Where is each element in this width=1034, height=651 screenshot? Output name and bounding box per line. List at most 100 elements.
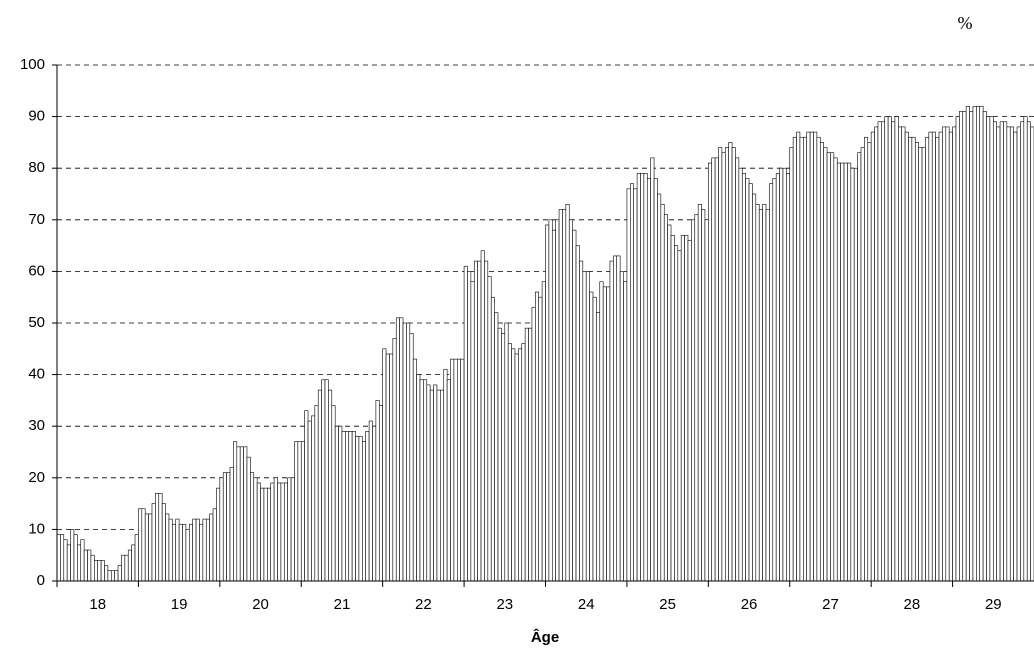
bar (467, 271, 472, 582)
bar (772, 178, 777, 582)
x-tick-label: 27 (822, 596, 839, 613)
y-tick-label: 50 (28, 314, 45, 331)
bar (782, 167, 787, 582)
bar (1009, 126, 1014, 582)
bar (850, 167, 855, 582)
bar (429, 389, 434, 582)
bar (572, 229, 577, 582)
bar (100, 560, 105, 582)
bar (250, 472, 255, 582)
bar (548, 219, 553, 582)
y-tick-label: 10 (28, 520, 45, 537)
bar (243, 446, 248, 582)
bar (646, 178, 651, 582)
bar (494, 312, 499, 582)
bar (589, 291, 594, 582)
bar (779, 167, 784, 582)
bar (870, 131, 875, 582)
bar (195, 518, 200, 582)
bar (277, 482, 282, 582)
bar (263, 487, 268, 582)
bar (575, 245, 580, 582)
bar (660, 204, 665, 582)
bar (178, 523, 183, 582)
bar (436, 389, 441, 582)
bar (836, 162, 841, 582)
bar (630, 183, 635, 582)
bar (182, 523, 187, 582)
bar (212, 508, 217, 582)
bar (877, 121, 882, 582)
bar (819, 142, 824, 582)
bar (97, 560, 102, 582)
bar (938, 131, 943, 582)
bar (382, 348, 387, 582)
bar (484, 260, 489, 582)
bar (524, 327, 529, 582)
bar (1016, 126, 1021, 582)
bar (969, 111, 974, 582)
bar (999, 121, 1004, 582)
bar (535, 291, 540, 582)
bar (507, 343, 512, 582)
x-axis-label: Âge (531, 628, 559, 646)
bar (948, 131, 953, 582)
bar (151, 503, 156, 582)
bar (107, 570, 112, 582)
bar (222, 472, 227, 582)
bar (762, 204, 767, 582)
bar (399, 317, 404, 582)
bar (555, 219, 560, 582)
bar (70, 529, 75, 582)
bar (738, 167, 743, 582)
bar (1026, 121, 1031, 582)
bar (959, 111, 964, 582)
bar (473, 260, 478, 582)
bar (124, 554, 129, 582)
bar (423, 379, 428, 582)
bar (582, 271, 587, 582)
bar (813, 131, 818, 582)
bar (372, 425, 377, 582)
y-tick-label: 40 (28, 366, 45, 383)
bar (684, 234, 689, 582)
y-tick-label: 90 (28, 108, 45, 125)
bar (596, 312, 601, 582)
bar (633, 188, 638, 582)
bar (809, 131, 814, 582)
bar (141, 508, 146, 582)
bar (853, 167, 858, 582)
bar (541, 281, 546, 582)
bar (443, 369, 448, 582)
bar (267, 487, 272, 582)
bar (307, 420, 312, 582)
bar (168, 518, 173, 582)
bar (731, 147, 736, 582)
x-tick-label: 28 (904, 596, 921, 613)
bar (127, 549, 132, 582)
bar (216, 487, 221, 582)
bar (253, 477, 258, 582)
bar (138, 508, 143, 582)
bar (226, 472, 231, 582)
bar (351, 431, 356, 582)
bar (426, 384, 431, 582)
bar (260, 487, 265, 582)
bar (592, 296, 597, 582)
bar (155, 492, 160, 582)
bar (1013, 131, 1018, 582)
bar (324, 379, 329, 582)
bar (755, 204, 760, 582)
bar (653, 178, 658, 582)
bar (121, 554, 126, 582)
bar (1006, 126, 1011, 582)
bar (928, 131, 933, 582)
bar (144, 513, 149, 582)
bar (412, 358, 417, 582)
bar (358, 436, 363, 582)
bar (823, 147, 828, 582)
bar (185, 529, 190, 582)
bar (748, 183, 753, 582)
bar (209, 513, 214, 582)
